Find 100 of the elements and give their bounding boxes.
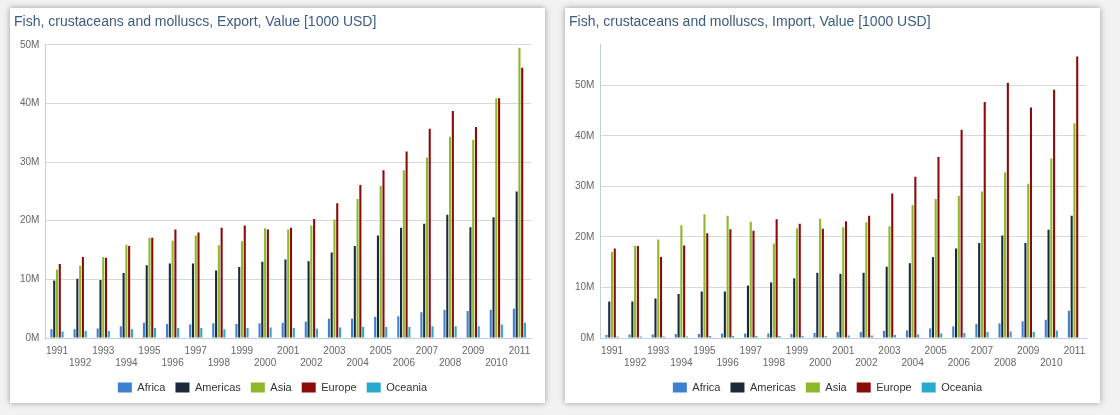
x-tick-label: 1992 (69, 356, 92, 368)
bar (1029, 107, 1033, 338)
bar (376, 235, 379, 338)
x-tick-label: 2005 (924, 344, 948, 356)
bar (752, 230, 755, 338)
bar (215, 270, 218, 338)
bar (521, 67, 524, 338)
bar (980, 191, 983, 338)
bar (166, 323, 169, 338)
bar (651, 334, 654, 338)
bar (1044, 319, 1047, 338)
bar (515, 191, 518, 338)
y-tick-label: 10M (20, 273, 40, 285)
x-tick-label: 2003 (323, 344, 347, 356)
x-tick-label: 1995 (138, 344, 162, 356)
bar (1006, 82, 1009, 338)
y-tick-label: 50M (20, 38, 40, 50)
bar (50, 329, 53, 338)
bar (474, 126, 478, 338)
bar (431, 326, 434, 338)
y-tick-label: 40M (20, 97, 40, 109)
y-tick-label: 10M (575, 281, 595, 293)
bar (313, 218, 316, 338)
bar (472, 139, 475, 338)
bar (908, 263, 911, 338)
bar (107, 330, 110, 338)
bar (1032, 331, 1035, 338)
bar (235, 323, 238, 338)
bar (795, 228, 799, 338)
bar (683, 245, 686, 338)
bar (998, 323, 1001, 338)
bar (677, 294, 680, 338)
bar (240, 241, 244, 338)
bar (963, 332, 966, 338)
bar (1053, 89, 1056, 338)
bar (168, 263, 171, 338)
bar (402, 170, 405, 338)
bar (154, 328, 157, 338)
bar (500, 324, 503, 338)
bar (767, 333, 770, 338)
x-tick-label: 2002 (300, 356, 323, 368)
bar (631, 301, 634, 338)
bar (443, 309, 446, 338)
bar (518, 47, 521, 338)
bar (885, 266, 888, 338)
bar (84, 330, 87, 338)
bar (374, 316, 377, 338)
bar (220, 227, 223, 338)
bar (937, 157, 940, 338)
bar (174, 229, 177, 338)
bar (177, 328, 180, 338)
x-tick-label: 1991 (45, 344, 69, 356)
bar (96, 328, 99, 338)
bar (379, 186, 382, 338)
bar (952, 326, 955, 338)
bar (610, 252, 614, 338)
legend-label: Oceania (386, 380, 429, 393)
bar (307, 261, 310, 338)
bar (284, 259, 287, 338)
bar (130, 329, 133, 338)
y-tick-label: 0M (25, 331, 40, 343)
legend-label: Asia (270, 380, 293, 393)
bar (446, 214, 449, 338)
bar (281, 322, 284, 338)
bar (171, 240, 174, 338)
bar (1050, 158, 1053, 338)
bar (315, 328, 318, 338)
bar (870, 335, 873, 338)
y-tick-label: 30M (575, 180, 595, 192)
y-tick-label: 40M (575, 129, 595, 141)
bar (1067, 310, 1070, 338)
x-tick-label: 2002 (855, 356, 878, 368)
x-tick-label: 1997 (184, 344, 208, 356)
bar (489, 309, 492, 338)
bar (269, 327, 272, 338)
legend-label: Americas (749, 380, 797, 393)
bar (310, 225, 313, 338)
bar (217, 245, 220, 338)
x-tick-label: 1996 (716, 356, 740, 368)
bar (906, 330, 909, 338)
y-tick-label: 0M (580, 331, 595, 343)
bar (706, 233, 709, 338)
bar (258, 323, 261, 338)
bar (351, 318, 354, 338)
bar (674, 333, 677, 338)
x-tick-label: 2009 (462, 344, 485, 356)
bar (53, 280, 56, 338)
bar (142, 322, 145, 338)
x-tick-label: 2009 (1017, 344, 1040, 356)
bar (359, 184, 362, 338)
legend-label: Europe (321, 380, 357, 393)
bar (79, 265, 82, 338)
bar (512, 308, 515, 338)
bar (382, 170, 385, 338)
bar (338, 327, 342, 338)
bar (122, 272, 125, 338)
bar (986, 331, 989, 338)
bar (790, 333, 793, 338)
bar (929, 328, 932, 338)
x-tick-label: 2001 (832, 344, 855, 356)
